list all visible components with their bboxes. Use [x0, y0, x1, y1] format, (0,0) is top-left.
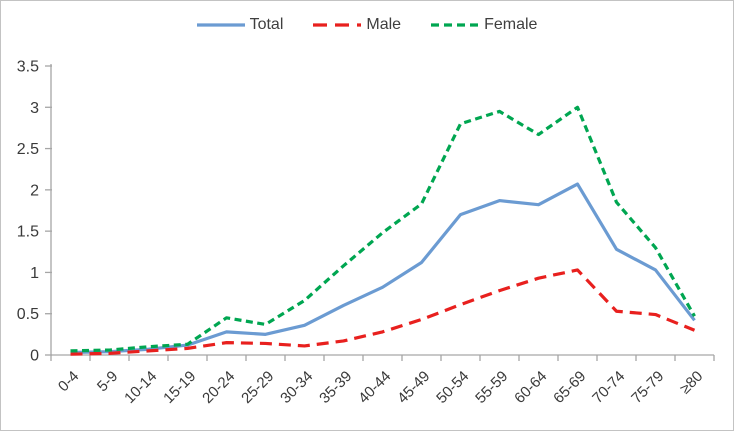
y-tick-label: 0 — [30, 348, 39, 365]
legend-label: Female — [484, 16, 538, 33]
x-tick-label: 75-79 — [628, 368, 667, 407]
x-tick-label: 30-34 — [277, 368, 316, 407]
y-tick-label: 3 — [30, 100, 39, 117]
y-tick-label: 0.5 — [17, 306, 39, 323]
x-tick-label: ≥80 — [677, 368, 707, 398]
series-line-female — [70, 105, 696, 353]
legend-swatch-female — [431, 23, 480, 27]
legend-item-male: Male — [313, 17, 401, 33]
x-tick-label: 25-29 — [238, 368, 277, 407]
series-line-total — [70, 182, 696, 355]
legend-label: Total — [249, 16, 284, 33]
y-tick-label: 2.5 — [17, 141, 39, 158]
x-axis-ticks — [50, 355, 715, 361]
x-tick-label: 60-64 — [511, 368, 550, 407]
x-tick-label: 65-69 — [550, 368, 589, 407]
y-axis-ticks: 0 0.5 1 1.5 2 2.5 3 3.5 — [17, 59, 52, 365]
legend-swatch-male — [313, 23, 362, 27]
series-line-male — [70, 268, 696, 356]
x-tick-label: 20-24 — [199, 368, 238, 407]
x-axis-labels: 0-4 5-9 10-14 15-19 20-24 25-29 30-34 35-39 40-4… — [55, 368, 706, 407]
y-tick-label: 2 — [30, 182, 39, 199]
y-tick-label: 3.5 — [17, 59, 39, 76]
x-tick-label: 15-19 — [160, 368, 199, 407]
x-tick-label: 45-49 — [394, 368, 433, 407]
x-tick-label: 5-9 — [94, 368, 121, 395]
legend-item-female: Female — [431, 17, 537, 33]
x-tick-label: 70-74 — [589, 368, 628, 407]
y-tick-label: 1.5 — [17, 224, 39, 241]
x-tick-label: 10-14 — [121, 368, 160, 407]
legend-label: Male — [366, 16, 402, 33]
x-tick-label: 50-54 — [433, 368, 472, 407]
x-tick-label: 35-39 — [316, 368, 355, 407]
chart-legend: Total Male Female — [1, 17, 733, 33]
x-tick-label: 0-4 — [55, 368, 82, 395]
y-tick-label: 1 — [30, 265, 39, 282]
axes — [50, 64, 714, 356]
x-tick-label: 55-59 — [472, 368, 511, 407]
x-tick-label: 40-44 — [355, 368, 394, 407]
legend-item-total: Total — [196, 16, 284, 33]
legend-swatch-total — [196, 23, 245, 27]
